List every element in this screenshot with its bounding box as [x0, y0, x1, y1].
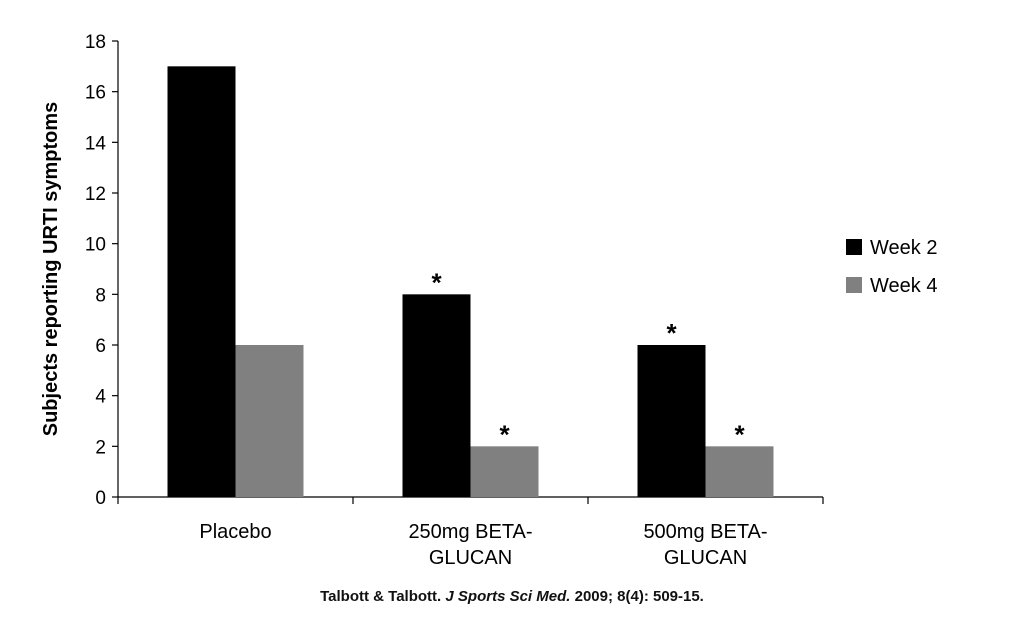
citation-details: 2009; 8(4): 509-15.	[574, 588, 704, 605]
significance-star: *	[666, 318, 677, 348]
y-tick-label: 4	[95, 387, 106, 408]
legend-label: Week 4	[870, 275, 937, 297]
bars	[167, 66, 774, 497]
bar	[167, 66, 236, 497]
legend-swatch	[846, 239, 862, 255]
x-category-label: 500mg BETA-GLUCAN	[643, 521, 767, 569]
axes: 0 2 4 6 8 10 12 14 16 18 Subjects reporting URTI s…	[40, 32, 824, 509]
citation-authors: Talbott & Talbott.	[320, 588, 442, 605]
significance-star: *	[734, 419, 745, 449]
citation: Talbott & Talbott. J Sports Sci Med. 200…	[0, 588, 1024, 605]
y-axis-title: Subjects reporting URTI symptoms	[40, 102, 62, 437]
y-tick-label: 16	[85, 83, 106, 104]
citation-journal: J Sports Sci Med.	[445, 588, 571, 605]
significance-star: *	[499, 419, 510, 449]
x-category-label: Placebo	[199, 521, 271, 543]
bar	[637, 345, 706, 497]
y-tick-label: 18	[85, 32, 106, 53]
significance-star: *	[431, 267, 442, 297]
labels: Placebo 250mg BETA-GLUCAN * * 500mg BETA-GLU…	[199, 267, 767, 569]
y-tick-label: 2	[95, 437, 106, 458]
x-category-label: 250mg BETA-GLUCAN	[408, 521, 532, 569]
legend-label: Week 2	[870, 237, 937, 259]
bar	[235, 345, 304, 497]
y-tick-label: 12	[85, 184, 106, 205]
y-tick-label: 10	[85, 235, 106, 256]
bar	[705, 446, 774, 497]
y-tick-label: 6	[95, 336, 106, 357]
y-tick-label: 0	[95, 488, 106, 509]
bar	[402, 294, 471, 497]
bar	[470, 446, 539, 497]
legend: Week 2 Week 4	[846, 237, 937, 297]
y-tick-label: 14	[85, 133, 107, 154]
y-tick-label: 8	[95, 285, 106, 306]
legend-swatch	[846, 277, 862, 293]
